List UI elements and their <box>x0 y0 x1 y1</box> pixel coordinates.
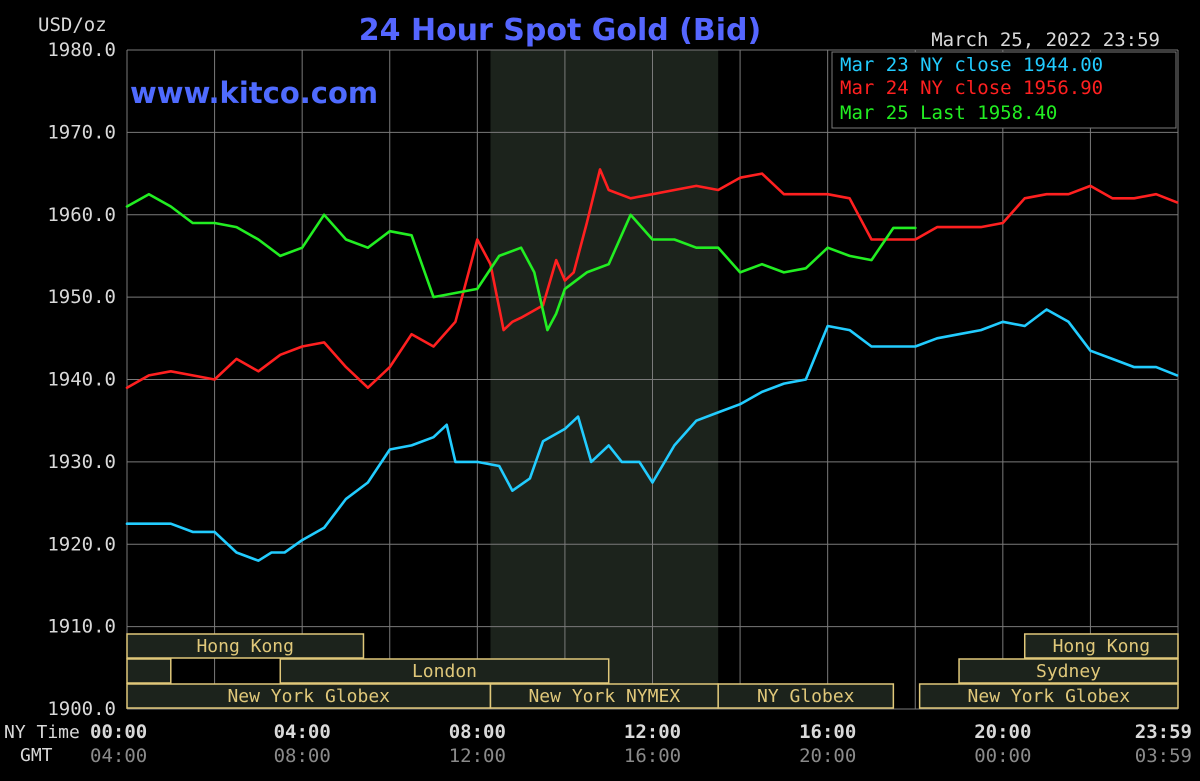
session-label: London <box>412 661 477 682</box>
session-label: New York Globex <box>227 686 390 707</box>
session-bars: Hong Kong Hong Kong London Sydney New York G… <box>126 633 1179 709</box>
x-tick-label-ny: 04:00 <box>274 721 331 743</box>
x-tick-label-gmt: 16:00 <box>624 745 681 767</box>
session-bar <box>1023 633 1179 659</box>
x-tick-label-gmt: 12:00 <box>449 745 506 767</box>
x-tick-label-ny: 23:59 <box>1135 721 1192 743</box>
legend: Mar 23 NY close 1944.00 Mar 24 NY close … <box>831 51 1177 129</box>
session-bar <box>126 683 492 709</box>
session-label: Sydney <box>1036 661 1101 682</box>
y-tick-label: 1970.0 <box>47 121 116 143</box>
x-tick-label-ny: 00:00 <box>90 721 147 743</box>
session-label: New York Globex <box>968 686 1131 707</box>
x-tick-label-gmt: 08:00 <box>274 745 331 767</box>
grid-lines <box>126 49 1179 710</box>
chart-timestamp: March 25, 2022 23:59 <box>931 29 1160 51</box>
session-bar <box>279 658 610 684</box>
legend-entry-mar23: Mar 23 NY close 1944.00 <box>840 54 1103 76</box>
x-tick-label-gmt: 20:00 <box>799 745 856 767</box>
session-bar <box>958 658 1179 684</box>
x-axis-gmt-label: GMT <box>20 745 53 766</box>
session-label: NY Globex <box>757 686 855 707</box>
legend-entry-mar24: Mar 24 NY close 1956.90 <box>840 77 1103 99</box>
chart-title: 24 Hour Spot Gold (Bid) <box>359 13 761 48</box>
x-tick-label-ny: 12:00 <box>624 721 681 743</box>
y-tick-label: 1940.0 <box>47 369 116 391</box>
session-label: New York NYMEX <box>528 686 680 707</box>
y-tick-label: 1980.0 <box>47 39 116 61</box>
price-series <box>125 168 1179 563</box>
y-tick-label: 1930.0 <box>47 451 116 473</box>
x-axis-tick-labels: NY Time GMT 00:00 04:00 08:00 12:00 16:00 20:… <box>4 721 1192 767</box>
x-tick-label-ny: 20:00 <box>974 721 1031 743</box>
x-tick-label-ny: 16:00 <box>799 721 856 743</box>
session-label: Hong Kong <box>196 636 294 657</box>
session-bar <box>489 683 719 709</box>
x-tick-label-ny: 08:00 <box>449 721 506 743</box>
y-tick-label: 1900.0 <box>47 698 116 720</box>
legend-entry-mar25: Mar 25 Last 1958.40 <box>840 102 1057 124</box>
series-line-2 <box>125 168 1179 390</box>
legend-box <box>831 51 1177 129</box>
y-tick-label: 1960.0 <box>47 204 116 226</box>
session-label: Hong Kong <box>1053 636 1151 657</box>
x-axis-ny-label: NY Time <box>4 722 80 743</box>
watermark-text: www.kitco.com <box>130 76 378 110</box>
session-bar <box>918 683 1179 709</box>
session-bar <box>717 683 895 709</box>
session-bar <box>126 658 172 684</box>
x-tick-label-gmt: 03:59 <box>1135 745 1192 767</box>
y-tick-label: 1910.0 <box>47 616 116 638</box>
session-bar <box>126 633 365 659</box>
y-axis-unit-label: USD/oz <box>38 14 107 36</box>
y-tick-label: 1950.0 <box>47 286 116 308</box>
series-line-3 <box>125 192 917 332</box>
x-tick-label-gmt: 00:00 <box>974 745 1031 767</box>
series-line-1 <box>125 308 1179 563</box>
y-tick-label: 1920.0 <box>47 533 116 555</box>
x-tick-label-gmt: 04:00 <box>90 745 147 767</box>
y-axis-tick-labels: 1900.0 1910.0 1920.0 1930.0 1940.0 1950.0 1960… <box>47 39 116 720</box>
